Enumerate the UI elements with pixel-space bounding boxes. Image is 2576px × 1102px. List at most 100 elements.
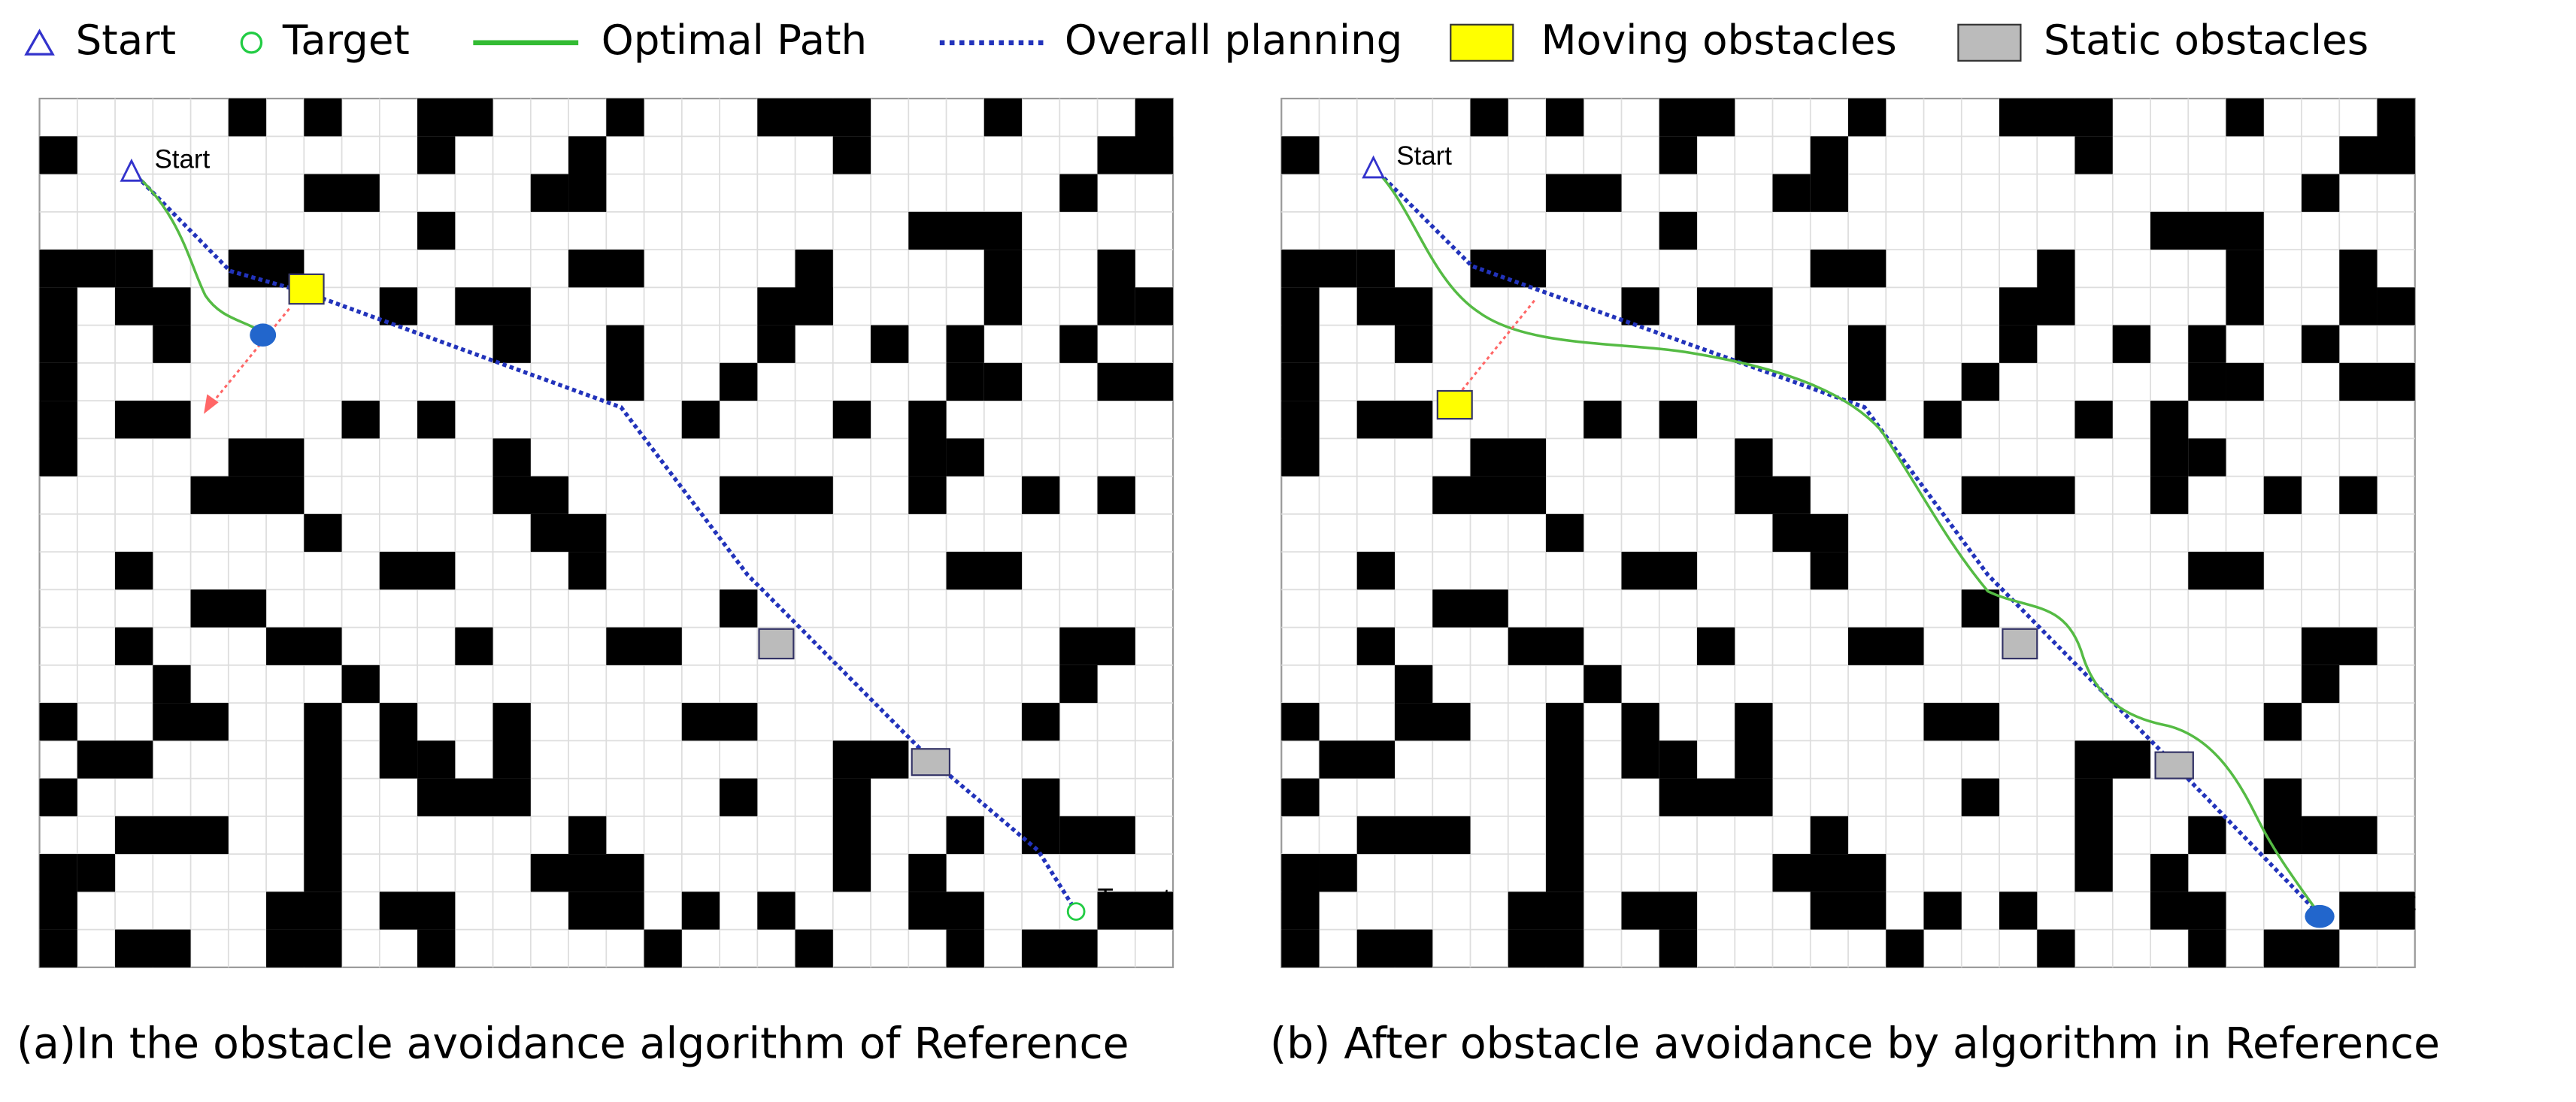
static-cell xyxy=(1810,552,1849,590)
static-cell xyxy=(77,854,116,892)
static-cell xyxy=(1999,98,2113,137)
static-cell xyxy=(2074,136,2113,174)
static-cell xyxy=(1659,98,1735,137)
static-cell xyxy=(1621,552,1698,590)
static-cell xyxy=(720,589,758,628)
static-cell xyxy=(1848,627,1924,665)
static-cell xyxy=(1395,703,1471,741)
static-cell xyxy=(832,136,871,174)
static-cell xyxy=(1659,740,1698,779)
static-cell xyxy=(2339,476,2377,514)
static-cell xyxy=(417,136,456,174)
static-cell xyxy=(1961,589,2000,628)
static-cell xyxy=(1583,401,1622,439)
static-cell xyxy=(568,816,607,855)
static-cell xyxy=(1848,325,1887,401)
optimal-path xyxy=(1372,166,2321,916)
static-cell xyxy=(1356,250,1396,288)
static-cell xyxy=(2302,665,2340,704)
static-cell xyxy=(1470,438,1547,477)
static-cell xyxy=(908,401,947,477)
static-cell xyxy=(1961,778,2000,816)
static-cell xyxy=(115,287,191,325)
static-cell xyxy=(568,250,644,288)
static-cell xyxy=(946,325,984,363)
static-cell xyxy=(1697,627,1735,665)
static-cell xyxy=(266,892,342,930)
static-cell xyxy=(1059,174,1098,212)
static-cell xyxy=(1508,929,1584,967)
start-marker xyxy=(120,158,144,182)
static-cell xyxy=(2188,362,2226,401)
static-cell xyxy=(2263,476,2302,514)
static-cell xyxy=(1772,174,1811,212)
robot xyxy=(250,323,277,347)
static-cell xyxy=(2188,552,2264,590)
static-cell xyxy=(1659,778,1773,816)
static-obstacle-icon xyxy=(1957,23,2022,62)
static-cell xyxy=(2226,362,2264,401)
static-cell xyxy=(2263,929,2340,967)
static-cell xyxy=(2339,362,2415,401)
static-cell xyxy=(1059,816,1135,855)
static-cell xyxy=(1659,929,1698,967)
static-cell xyxy=(1281,854,1320,930)
static-cell xyxy=(2074,401,2113,439)
static-cell xyxy=(1097,250,1135,325)
static-cell xyxy=(2188,438,2226,477)
static-cell xyxy=(946,929,984,967)
static-cell xyxy=(39,136,77,174)
static-cell xyxy=(266,929,342,967)
static-cell xyxy=(2074,778,2113,892)
static-cell xyxy=(1022,476,1060,514)
static-cell xyxy=(153,325,191,363)
static-cell xyxy=(1135,98,1174,174)
static-cell xyxy=(1319,854,1357,892)
static-cell xyxy=(153,703,229,741)
static-cell xyxy=(1621,287,1659,325)
static-cell xyxy=(1810,816,1849,855)
static-cell xyxy=(720,778,758,816)
static-cell xyxy=(39,778,77,816)
static-cell xyxy=(1022,703,1060,741)
static-cell xyxy=(1999,892,2038,930)
static-cell xyxy=(2339,892,2415,930)
static-cell xyxy=(417,98,493,137)
static-cell xyxy=(2150,476,2189,514)
static-cell xyxy=(379,287,418,325)
static-cell xyxy=(2226,98,2264,137)
overall-planning xyxy=(129,169,1078,913)
static-cell xyxy=(1621,892,1698,930)
arrow-head xyxy=(204,394,219,414)
legend: Start Target Optimal Path Overall planni… xyxy=(24,16,2368,64)
static-cell xyxy=(115,401,191,439)
start-label: Start xyxy=(154,144,210,174)
static-cell xyxy=(77,740,153,779)
static-cell xyxy=(2150,401,2189,477)
static-cell xyxy=(1281,136,1320,174)
static-cell xyxy=(908,476,947,514)
static-cell xyxy=(720,476,833,514)
static-cell xyxy=(1735,476,1811,514)
static-cell xyxy=(1961,476,2075,514)
static-cell xyxy=(2150,854,2189,892)
panel-b: Start Target xyxy=(1280,97,2416,968)
static-cell xyxy=(908,892,984,930)
static-cell xyxy=(1848,98,1887,137)
target-label: Target xyxy=(2343,887,2416,916)
static-cell xyxy=(417,211,456,250)
static-cell xyxy=(1432,589,1508,628)
avoid-arrow xyxy=(208,307,290,408)
static-cell xyxy=(681,703,758,741)
static-cell xyxy=(39,929,77,967)
static-cell xyxy=(1772,854,1887,892)
static-cell xyxy=(379,892,456,930)
static-cell xyxy=(2339,250,2377,325)
static-obstacle xyxy=(758,628,795,660)
static-cell xyxy=(606,98,644,137)
static-cell xyxy=(1659,136,1698,174)
static-cell xyxy=(1395,325,1433,363)
static-cell xyxy=(2226,250,2264,325)
static-cell xyxy=(946,816,984,855)
